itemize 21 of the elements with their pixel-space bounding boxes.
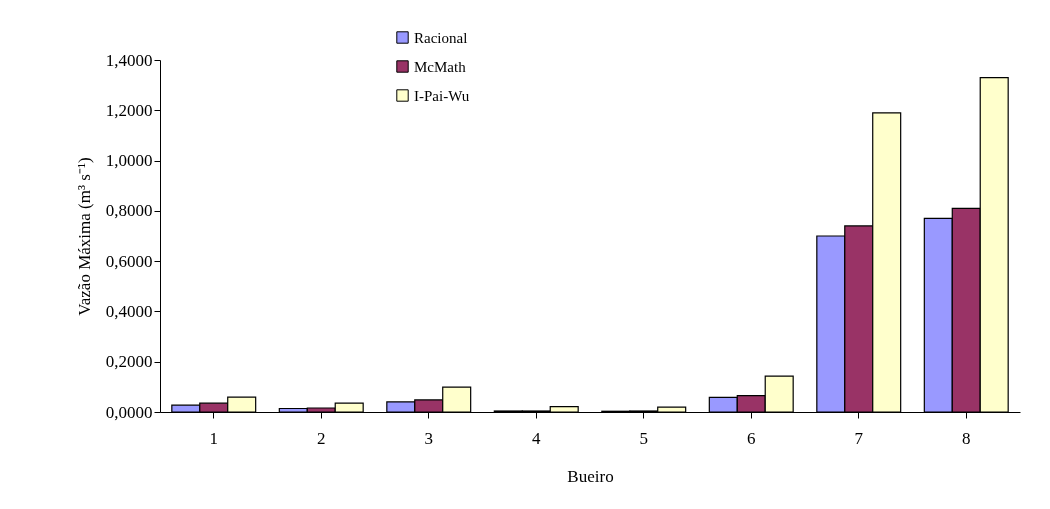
y-tick-label: 0,4000 — [105, 301, 153, 321]
x-tick-label: 7 — [854, 428, 864, 448]
y-axis-title: Vazão Máxima (m³ s⁻¹) — [74, 157, 94, 316]
x-tick-label: 6 — [747, 428, 756, 448]
x-tick-label: 5 — [639, 428, 648, 448]
legend-label: I-Pai-Wu — [414, 87, 470, 104]
x-tick-label: 4 — [532, 428, 541, 448]
y-tick-label: 0,2000 — [105, 352, 153, 372]
legend-label: Racional — [414, 29, 468, 46]
y-tick-label: 1,0000 — [105, 151, 153, 171]
legend-label: McMath — [414, 58, 467, 75]
x-axis-title: Bueiro — [567, 466, 614, 486]
x-tick-label: 3 — [424, 428, 433, 448]
y-tick-label: 0,6000 — [105, 251, 153, 271]
y-tick-label: 1,2000 — [105, 100, 153, 120]
y-tick-label: 0,8000 — [105, 201, 153, 221]
x-tick-label: 2 — [317, 428, 326, 448]
x-tick-label: 8 — [962, 428, 971, 448]
y-tick-label: 1,4000 — [105, 50, 153, 70]
y-tick-label: 0,0000 — [105, 402, 153, 422]
x-tick-label: 1 — [209, 428, 218, 448]
